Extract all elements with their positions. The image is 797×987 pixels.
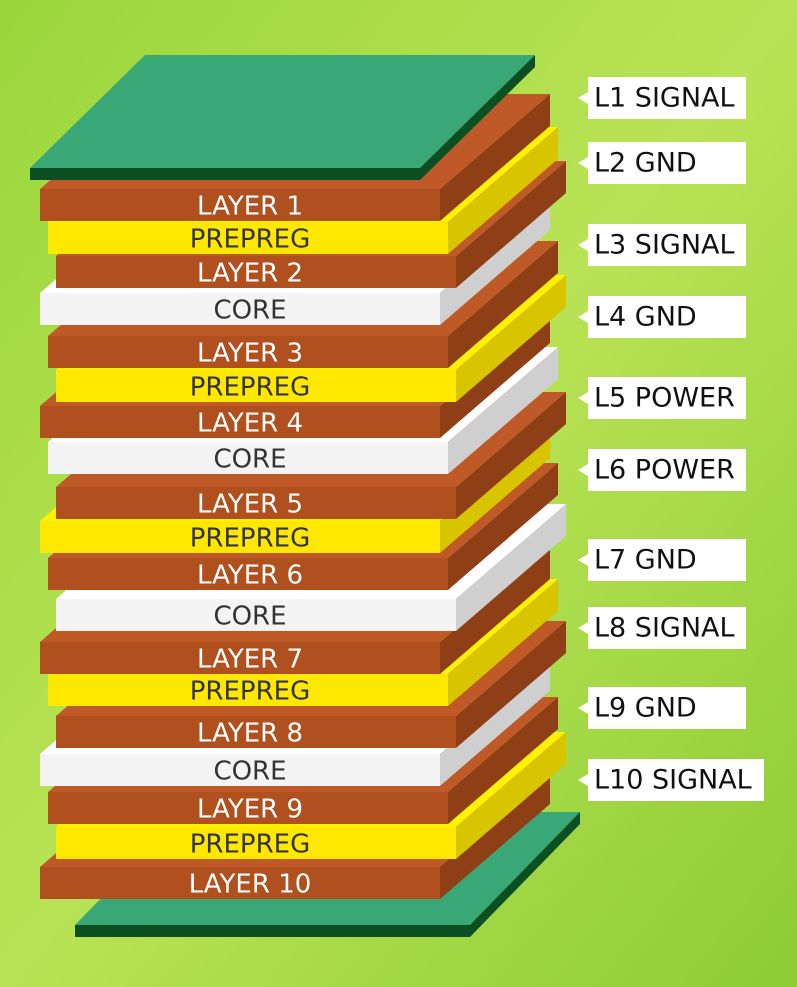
layer-front (40, 293, 440, 325)
layer-label: LAYER 2 (197, 259, 303, 289)
layer-side (456, 392, 566, 519)
layer-side (440, 94, 550, 221)
layer-label: LAYER 5 (197, 490, 303, 520)
label-pointer (578, 311, 588, 323)
layer-side (448, 579, 558, 706)
layer-front (40, 521, 440, 553)
layer-side (456, 275, 566, 402)
layer-front (40, 189, 440, 221)
side-label: L9 GND (594, 693, 697, 724)
layer-label: PREPREG (190, 225, 311, 255)
label-box (588, 687, 746, 729)
layer-side (456, 161, 566, 288)
layer-label: LAYER 10 (189, 870, 312, 900)
layer-front (56, 370, 456, 402)
side-label: L7 GND (594, 545, 697, 576)
side-label: L3 SIGNAL (594, 230, 735, 261)
layer-label: PREPREG (190, 830, 311, 860)
bottom-plate-side (470, 812, 580, 937)
layer-front (40, 406, 440, 438)
layer-label: LAYER 3 (197, 339, 303, 369)
label-pointer (578, 392, 588, 404)
label-box (588, 607, 746, 649)
layer-front (40, 867, 440, 899)
layer-front (48, 792, 448, 824)
layer-front (48, 442, 448, 474)
layer-label: LAYER 6 (197, 561, 303, 591)
label-box (588, 449, 746, 491)
layer-front (56, 716, 456, 748)
label-pointer (578, 92, 588, 104)
layer-side (448, 347, 558, 474)
layer-label: LAYER 1 (197, 192, 303, 222)
side-label: L5 POWER (594, 383, 735, 414)
layer-label: CORE (213, 296, 286, 326)
layer-side (448, 697, 558, 824)
layer-label: LAYER 7 (197, 645, 303, 675)
side-label: L4 GND (594, 302, 697, 333)
top-plate-side (420, 55, 535, 180)
bottom-plate-front (75, 925, 470, 937)
label-pointer (578, 774, 588, 786)
layer-label: LAYER 8 (197, 719, 303, 749)
layer-side (448, 241, 558, 368)
layer-label: CORE (213, 445, 286, 475)
layer-front (48, 222, 448, 254)
layer-front (56, 256, 456, 288)
layer-label: CORE (213, 602, 286, 632)
label-box (588, 296, 746, 338)
layer-side (440, 547, 550, 674)
label-box (588, 377, 746, 419)
layer-side (448, 463, 558, 590)
layer-label: LAYER 9 (197, 795, 303, 825)
layer-side (456, 732, 566, 859)
layer-front (48, 558, 448, 590)
layer-front (56, 487, 456, 519)
side-label: L6 POWER (594, 455, 735, 486)
layer-front (40, 754, 440, 786)
label-box (588, 539, 746, 581)
layer-label: LAYER 4 (197, 409, 303, 439)
label-pointer (578, 554, 588, 566)
top-plate-top (30, 55, 535, 168)
layer-label: PREPREG (190, 524, 311, 554)
layer-front (48, 336, 448, 368)
layer-side (440, 772, 550, 899)
label-pointer (578, 239, 588, 251)
side-label: L2 GND (594, 148, 697, 179)
side-label: L1 SIGNAL (594, 83, 735, 114)
layer-front (40, 642, 440, 674)
layer-side (456, 504, 566, 631)
label-pointer (578, 622, 588, 634)
layer-label: PREPREG (190, 373, 311, 403)
layer-side (448, 127, 558, 254)
layer-side (440, 659, 550, 786)
label-pointer (578, 157, 588, 169)
label-box (588, 77, 746, 119)
layer-label: CORE (213, 757, 286, 787)
label-box (588, 224, 746, 266)
label-pointer (578, 464, 588, 476)
layer-front (48, 674, 448, 706)
layer-front (56, 599, 456, 631)
layer-front (56, 827, 456, 859)
top-plate-front (30, 168, 420, 180)
layer-side (456, 621, 566, 748)
side-labels: L1 SIGNAL L2 GND L3 SIGNAL L4 GND L5 POWER L6… (578, 77, 764, 801)
label-box (588, 759, 764, 801)
label-pointer (578, 702, 588, 714)
side-label: L8 SIGNAL (594, 613, 735, 644)
layer-label: PREPREG (190, 677, 311, 707)
side-label: L10 SIGNAL (594, 765, 752, 796)
label-box (588, 142, 746, 184)
stack: LAYER 10 PREPREG LAYER 9 CORE LAYER 8 PREPREG… (30, 55, 580, 937)
